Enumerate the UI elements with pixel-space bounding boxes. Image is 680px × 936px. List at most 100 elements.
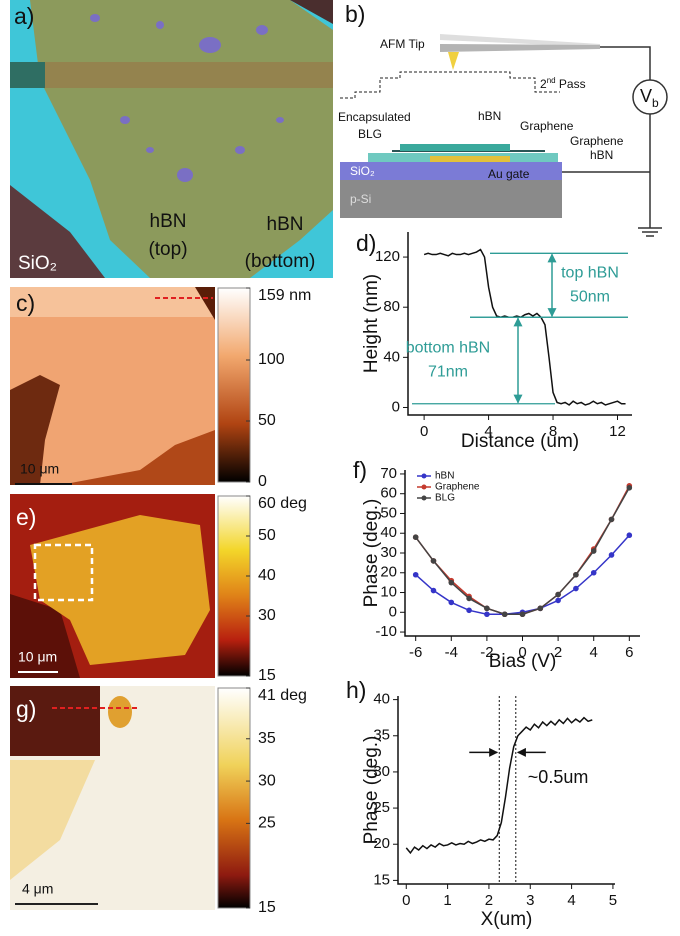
panel-e: 10 μm e) xyxy=(10,494,250,678)
x-tick-label: 1 xyxy=(443,892,451,909)
legend-marker xyxy=(422,474,427,479)
data-point xyxy=(627,485,633,491)
schematic-label: Graphene xyxy=(520,119,574,133)
bubble xyxy=(276,117,284,123)
panel-b: b) AFM Tip 2nd Pass Vb Encapsulated BLG … xyxy=(338,1,667,236)
data-point xyxy=(502,611,508,617)
legend-label: BLG xyxy=(435,493,455,504)
scale-bar-label: 4 μm xyxy=(22,881,53,897)
bubble xyxy=(146,147,154,153)
y-tick-label: 10 xyxy=(380,583,397,600)
data-line xyxy=(416,488,630,614)
schematic-label: BLG xyxy=(358,127,382,141)
x-tick-label: -6 xyxy=(409,644,422,661)
label-part: V xyxy=(640,86,652,106)
data-point xyxy=(466,596,472,602)
data-point xyxy=(448,600,454,606)
x-tick-label: 12 xyxy=(609,423,626,440)
colorbar xyxy=(218,688,250,908)
legend-marker xyxy=(422,496,427,501)
schematic-label: Au gate xyxy=(488,167,530,181)
annotation: ~0.5um xyxy=(528,767,589,787)
colorbar-tick-label: 15 xyxy=(258,899,276,916)
data-point xyxy=(520,611,526,617)
scale-bar-label: 10 μm xyxy=(20,461,59,477)
region-label: hBN xyxy=(267,214,304,235)
bubble xyxy=(120,116,130,124)
y-tick-label: 20 xyxy=(380,564,397,581)
data-point xyxy=(466,608,472,614)
y-tick-label: 30 xyxy=(380,544,397,561)
ground xyxy=(638,228,662,236)
data-line xyxy=(416,535,630,614)
schematic-label: AFM Tip xyxy=(380,37,425,51)
y-tick-label: 80 xyxy=(383,298,400,315)
colorbar-tick-label: 25 xyxy=(258,815,276,832)
x-axis-label: Distance (um) xyxy=(461,431,579,452)
annotation: top hBN xyxy=(561,264,619,281)
colorbar xyxy=(218,288,250,482)
data-point xyxy=(609,517,615,523)
schematic-label: Encapsulated xyxy=(338,110,411,124)
y-tick-label: 0 xyxy=(389,603,397,620)
data-point xyxy=(591,570,597,576)
x-tick-label: 0 xyxy=(420,423,428,440)
data-point xyxy=(573,572,579,578)
y-tick-label: 50 xyxy=(380,504,397,521)
data-point xyxy=(484,606,490,612)
colorbar-tick-label: 15 xyxy=(258,667,276,684)
label-part: nd xyxy=(547,76,556,85)
colorbar-tick-label: 100 xyxy=(258,351,285,368)
annotation: 71nm xyxy=(428,364,468,381)
panel-a: a) SiO₂ hBN (top) hBN (bottom) xyxy=(10,0,333,278)
y-tick-label: 15 xyxy=(373,871,390,888)
colorbar-tick-label: 50 xyxy=(258,527,276,544)
region-label: (bottom) xyxy=(245,251,316,272)
region-label: (top) xyxy=(148,239,187,260)
schematic-label: SiO₂ xyxy=(350,164,375,178)
label-part: b xyxy=(652,96,659,110)
label-part: Pass xyxy=(556,77,586,91)
data-point xyxy=(538,606,544,612)
schematic-label: 2nd Pass xyxy=(540,76,586,92)
schematic-label: hBN xyxy=(478,109,501,123)
x-tick-label: 2 xyxy=(485,892,493,909)
legend-marker xyxy=(422,485,427,490)
panel-label: h) xyxy=(346,677,366,703)
x-axis-label: X(um) xyxy=(481,909,533,930)
x-tick-label: 3 xyxy=(526,892,534,909)
data-point xyxy=(484,611,490,617)
data-point xyxy=(413,572,419,578)
panel-label: f) xyxy=(353,457,367,483)
colorbar-tick-label: 159 nm xyxy=(258,287,311,304)
figure: a) SiO₂ hBN (top) hBN (bottom) b) AFM Ti… xyxy=(0,0,680,936)
data-point xyxy=(591,548,597,554)
x-tick-label: 4 xyxy=(590,644,598,661)
y-tick-label: 40 xyxy=(383,348,400,365)
x-tick-label: 4 xyxy=(567,892,575,909)
y-tick-label: 70 xyxy=(380,465,397,482)
colorbar-tick-label: 30 xyxy=(258,772,276,789)
panel-g: 4 μm g) xyxy=(10,686,250,910)
gold-gate xyxy=(430,156,510,162)
y-tick-label: 120 xyxy=(375,248,400,265)
colorbar xyxy=(218,496,250,676)
y-axis-label: Height (nm) xyxy=(361,274,382,373)
psi-layer xyxy=(340,180,562,218)
bubble xyxy=(90,14,100,22)
x-axis-label: Bias (V) xyxy=(489,651,557,672)
second-pass xyxy=(340,72,560,98)
band xyxy=(45,62,333,88)
colorbar-tick-label: 0 xyxy=(258,473,267,490)
x-tick-label: -4 xyxy=(445,644,458,661)
data-point xyxy=(573,586,579,592)
panel-label: b) xyxy=(345,1,365,27)
region-label: SiO₂ xyxy=(18,253,57,274)
data-point xyxy=(431,558,437,564)
colorbar-tick-label: 30 xyxy=(258,607,276,624)
schematic-label: Graphene xyxy=(570,134,624,148)
legend-label: Graphene xyxy=(435,482,480,493)
panel-label: a) xyxy=(14,3,34,29)
panel-label: d) xyxy=(356,230,376,256)
y-tick-label: 0 xyxy=(392,398,400,415)
